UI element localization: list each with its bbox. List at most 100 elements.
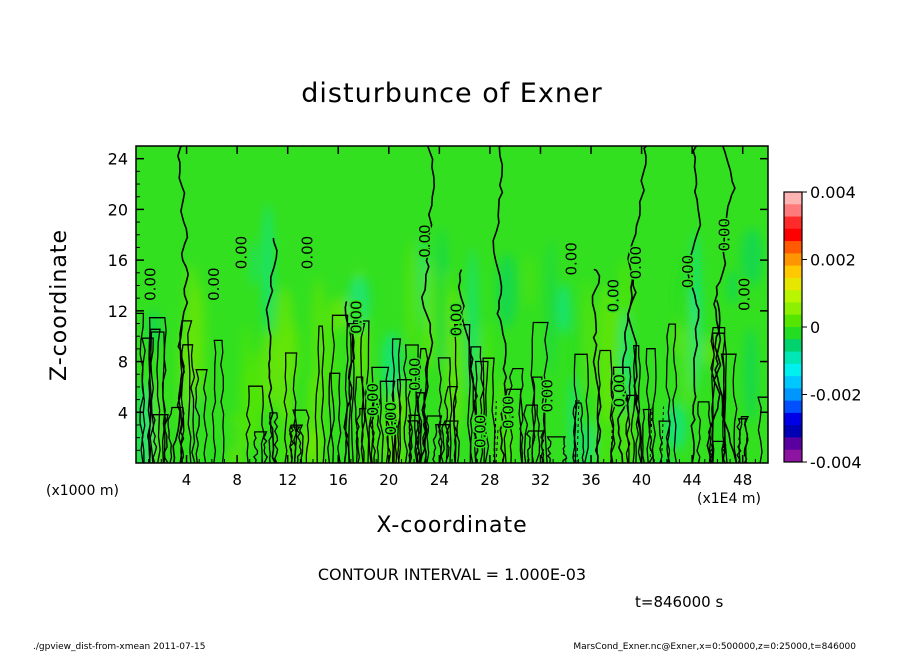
contour-line [713, 146, 738, 463]
field-blob [406, 241, 417, 354]
contour-line [711, 332, 728, 463]
contour-line [245, 385, 265, 463]
contour-label: 0.00 [382, 402, 400, 435]
footer-left: ./gpview_dist-from-xmean 2011-07-15 [33, 642, 206, 652]
contour-line [172, 146, 190, 463]
x-tick-label: 40 [632, 471, 651, 489]
colorbar-tick-label: -0.004 [810, 453, 862, 472]
contour-line [591, 268, 602, 463]
x-tick-label: 20 [379, 471, 398, 489]
contour-line [330, 314, 350, 463]
x-tick-label: 4 [182, 471, 192, 489]
colorbar-segment [784, 204, 802, 218]
contour-label: 0.00 [233, 236, 251, 269]
contour-line [327, 372, 342, 463]
y-tick-label: 8 [118, 353, 128, 372]
y-tick-label: 16 [108, 251, 128, 270]
field-blob [557, 283, 571, 335]
contour-line [368, 366, 390, 463]
contour-label: 0.00 [348, 300, 366, 333]
field-blob [300, 428, 321, 461]
colorbar-tick-label: 0.002 [810, 251, 856, 270]
contour-line [546, 436, 568, 463]
contour-line [503, 388, 523, 463]
contour-label: 0.00 [627, 246, 645, 279]
colorbar-tick-label: 0 [810, 318, 820, 337]
x-tick-label: 16 [329, 471, 348, 489]
contour-line [211, 339, 225, 463]
x-axis-label: X-coordinate [376, 513, 528, 538]
colorbar-segment [784, 277, 802, 291]
x-tick-label: 12 [278, 471, 297, 489]
field-blob [547, 237, 555, 377]
colorbar-segment [784, 339, 802, 353]
contour-line [530, 321, 549, 463]
x-tick-label: 8 [232, 471, 242, 489]
field-blob [250, 239, 257, 287]
contour-line [645, 348, 657, 463]
colorbar-segment [784, 400, 802, 414]
x-tick-label: 44 [683, 471, 702, 489]
negative-contour [495, 426, 499, 463]
contour-line [736, 418, 749, 463]
contour-line [757, 396, 768, 463]
colorbar-segment [784, 302, 802, 316]
contour-label: 0.00 [298, 236, 316, 269]
contour-line [687, 146, 702, 463]
colorbar-segment [784, 449, 802, 463]
contour-label: 0.00 [142, 268, 160, 301]
contour-line [314, 325, 326, 463]
contour-label: 0.00 [563, 242, 581, 275]
field-blob [245, 349, 264, 443]
contour-line [738, 416, 749, 463]
colorbar-segment [784, 376, 802, 389]
contour-line [473, 360, 490, 463]
y-tick-label: 12 [108, 302, 128, 321]
contour-label: 0.00 [416, 224, 434, 257]
contour-line [525, 430, 545, 463]
contour-line [444, 385, 459, 463]
contour-label: 0.00 [448, 303, 466, 336]
x-tick-label: 48 [733, 471, 752, 489]
contour-line [379, 380, 396, 463]
field-blob [658, 456, 673, 463]
contour-label: 0.00 [716, 218, 734, 251]
contour-line [419, 146, 436, 463]
colorbar-segment [784, 351, 802, 365]
contour-label: 0.00 [736, 278, 754, 311]
contour-line [136, 312, 145, 463]
x-scale-label: (x1E4 m) [697, 491, 761, 507]
contour-line [369, 394, 382, 463]
negative-contour [573, 398, 577, 463]
field-blob [207, 440, 226, 463]
contour-line [696, 401, 712, 463]
contour-line [141, 337, 155, 463]
contour-label: 0.00 [604, 279, 622, 312]
contour-line [665, 323, 678, 463]
contour-label: 0.00 [205, 268, 223, 301]
contour-line [658, 420, 671, 463]
colorbar-segment [784, 437, 802, 451]
colorbar-segment [784, 314, 802, 328]
colorbar-segment [784, 425, 802, 438]
contour-label: 0.00 [539, 379, 557, 412]
colorbar-segment [784, 241, 802, 254]
colorbar-segment [784, 265, 802, 279]
contour-line [151, 414, 169, 463]
field-blob [262, 203, 274, 334]
contour-line [426, 415, 443, 463]
field-blob [445, 291, 464, 437]
field-blob [583, 279, 593, 398]
y-tick-label: 4 [118, 403, 128, 422]
contour-line [348, 322, 366, 463]
contour-line [177, 320, 193, 463]
contour-line [148, 331, 166, 463]
contour-label: 0.00 [679, 255, 697, 288]
x-tick-label: 36 [581, 471, 600, 489]
colorbar-segment [784, 253, 802, 267]
contour-line [292, 409, 310, 463]
contour-lines [136, 146, 768, 463]
y-tick-label: 20 [108, 200, 128, 219]
